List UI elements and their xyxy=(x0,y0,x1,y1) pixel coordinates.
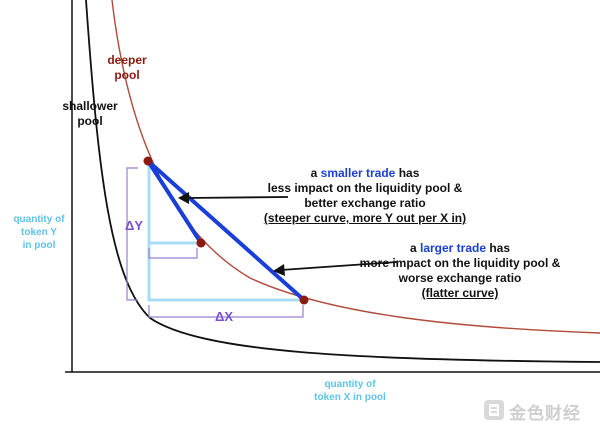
smaller-trade-line xyxy=(146,159,203,245)
larger-trade-arrowhead xyxy=(273,264,285,276)
larger-trade-arrow xyxy=(280,261,398,271)
larger-trade-highlight: larger trade xyxy=(419,241,487,255)
larger-trade-line xyxy=(146,159,306,302)
smaller-trade-prefix: a xyxy=(310,166,321,180)
deeper-pool-label-line2: pool xyxy=(114,68,140,82)
x-axis-label-line1: quantity of xyxy=(324,379,376,390)
x-axis-label: quantity of token X in pool xyxy=(302,378,398,404)
larger-trade-prefix: a xyxy=(409,241,420,255)
larger-trade-annotation-line3: worse exchange ratio xyxy=(398,271,522,285)
large-trade-box xyxy=(147,162,304,302)
y-axis-label-line1: quantity of xyxy=(13,214,65,225)
y-axis-label-line3: in pool xyxy=(22,240,56,251)
delta-y-label: ΔY xyxy=(124,218,143,233)
small-trade-point xyxy=(196,238,206,248)
watermark-logo-icon xyxy=(484,400,504,420)
watermark: 金色财经 xyxy=(481,398,593,423)
smaller-trade-annotation: a smaller trade has less impact on the l… xyxy=(250,166,480,226)
shallower-pool-label: shallower pool xyxy=(58,99,122,129)
delta-brackets xyxy=(126,167,304,318)
shallower-pool-label-line2: pool xyxy=(77,114,103,128)
larger-trade-annotation-line2: more impact on the liquidity pool & xyxy=(359,256,561,270)
smaller-trade-annotation-line2: less impact on the liquidity pool & xyxy=(267,181,463,195)
smaller-trade-arrowhead xyxy=(178,192,189,204)
watermark-text: 金色财经 xyxy=(509,404,581,423)
deeper-pool-curve xyxy=(111,0,600,334)
larger-trade-annotation-line4: (flatter curve) xyxy=(421,286,499,300)
larger-trade-annotation: a larger trade has more impact on the li… xyxy=(350,241,570,301)
deeper-pool-label: deeper pool xyxy=(104,53,150,83)
larger-trade-suffix: has xyxy=(486,241,511,255)
smaller-trade-annotation-line1: a smaller trade has xyxy=(250,166,480,181)
shallower-pool-label-line1: shallower xyxy=(62,99,118,113)
larger-trade-annotation-line1: a larger trade has xyxy=(350,241,570,256)
delta-x-bracket xyxy=(148,305,304,318)
smaller-trade-highlight: smaller trade xyxy=(320,166,396,180)
y-axis-label-line2: token Y xyxy=(21,227,57,238)
delta-x-label: ΔX xyxy=(214,309,233,324)
x-axis-label-line2: token X in pool xyxy=(314,392,386,403)
large-trade-point xyxy=(299,295,309,305)
start-point xyxy=(143,156,153,166)
deeper-pool-label-line1: deeper xyxy=(107,53,147,67)
smaller-trade-suffix: has xyxy=(395,166,420,180)
smaller-trade-annotation-line4: (steeper curve, more Y out per X in) xyxy=(263,211,467,225)
shallower-pool-curve xyxy=(85,0,600,363)
small-delta-x-bracket xyxy=(148,248,198,259)
smaller-trade-arrow xyxy=(185,196,289,199)
smaller-trade-annotation-line3: better exchange ratio xyxy=(304,196,426,210)
delta-y-bracket xyxy=(126,167,138,301)
y-axis-label: quantity of token Y in pool xyxy=(8,213,70,252)
delta-boxes xyxy=(147,162,304,302)
